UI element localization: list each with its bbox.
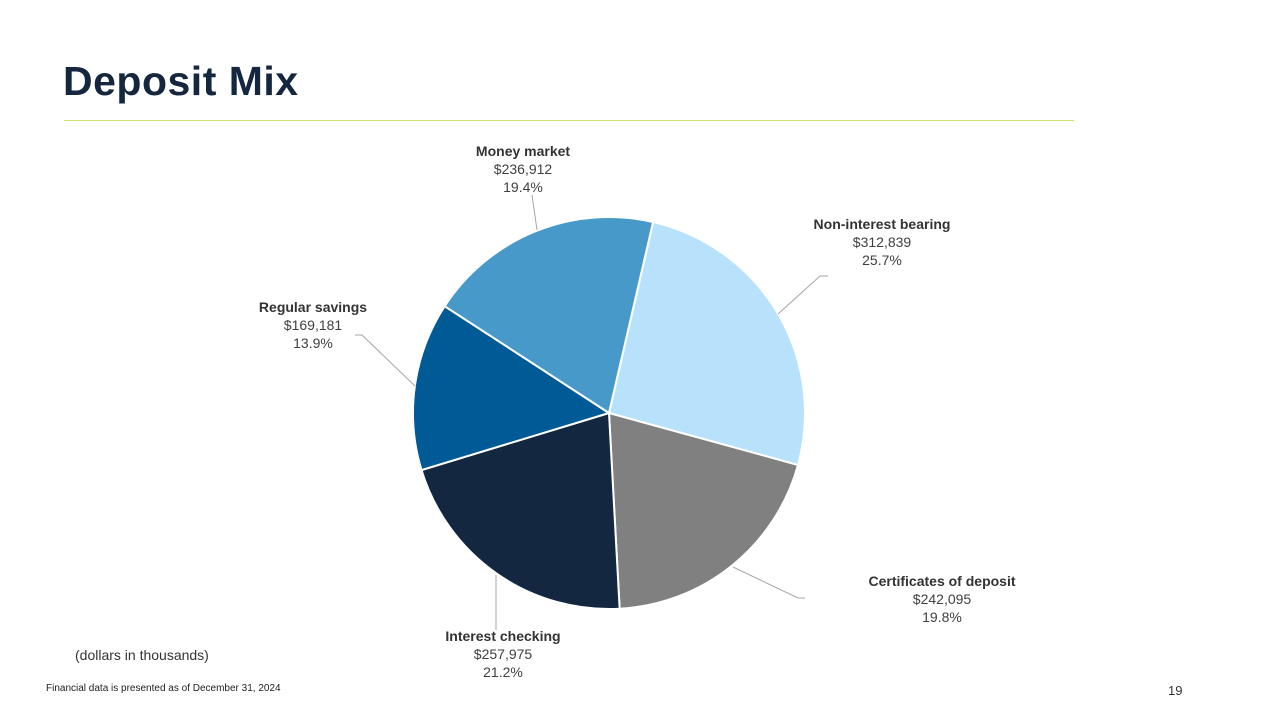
pie-slice-money-market (443, 216, 655, 415)
slice-name: Money market (475, 143, 571, 159)
leader-line-non-interest-bearing (777, 275, 828, 315)
slice-name: Certificates of deposit (868, 573, 1016, 589)
slice-percent: 19.4% (503, 179, 543, 195)
leader-line-regular-savings (355, 334, 416, 387)
title-divider (64, 120, 1074, 121)
slice-name: Regular savings (258, 299, 368, 315)
page-number: 19 (1168, 683, 1183, 698)
slice-percent: 21.2% (483, 664, 523, 680)
slice-name: Interest checking (445, 628, 561, 644)
slice-percent: 19.8% (922, 609, 962, 625)
pie-slice-certificates-of-deposit (607, 411, 800, 610)
slice-amount: $257,975 (473, 646, 533, 662)
slice-percent: 25.7% (862, 252, 902, 268)
slice-amount: $236,912 (493, 161, 553, 177)
page-title: Deposit Mix (63, 58, 299, 104)
data-label-regular-savings: Regular savings $169,181 13.9% (259, 298, 367, 352)
slice-percent: 13.9% (293, 335, 333, 351)
data-label-interest-checking: Interest checking $257,975 21.2% (445, 627, 560, 681)
data-label-money-market: Money market $236,912 19.4% (476, 142, 570, 196)
leader-line-certificates-of-deposit (732, 566, 805, 599)
slice-amount: $169,181 (283, 317, 343, 333)
slice-name: Non-interest bearing (813, 216, 951, 232)
units-note: (dollars in thousands) (75, 647, 209, 663)
footnote: Financial data is presented as of Decemb… (46, 683, 281, 694)
slice-amount: $242,095 (912, 591, 972, 607)
pie-slice-interest-checking (420, 411, 621, 610)
data-label-non-interest-bearing: Non-interest bearing $312,839 25.7% (814, 215, 951, 269)
data-label-certificates-of-deposit: Certificates of deposit $242,095 19.8% (868, 572, 1015, 626)
leader-line-money-market (531, 194, 538, 231)
pie-slice-non-interest-bearing (607, 220, 806, 467)
slice-amount: $312,839 (852, 234, 912, 250)
